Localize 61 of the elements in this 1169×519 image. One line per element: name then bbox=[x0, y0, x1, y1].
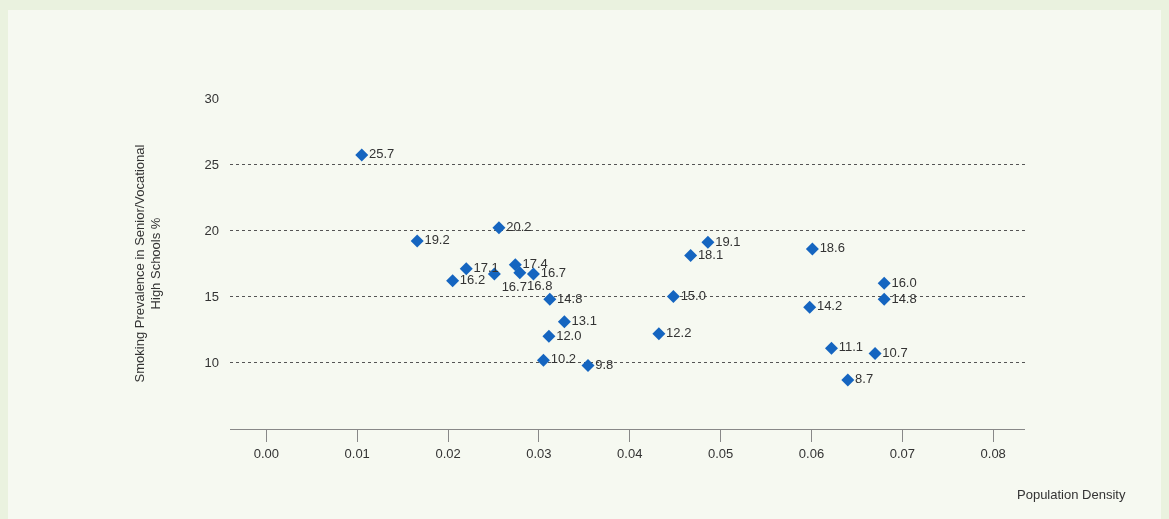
y-tick-label: 15 bbox=[204, 289, 219, 305]
point bbox=[684, 249, 698, 263]
data-label: 14.2 bbox=[816, 298, 843, 314]
point bbox=[805, 242, 819, 256]
x-axis-title: Population Density bbox=[1017, 487, 1126, 502]
point bbox=[542, 329, 556, 343]
x-tick-label: 0.07 bbox=[889, 445, 915, 461]
point bbox=[877, 292, 891, 306]
data-label: 19.2 bbox=[424, 232, 450, 248]
point bbox=[410, 234, 424, 248]
x-tick-label: 0.01 bbox=[344, 445, 370, 461]
data-label: 20.2 bbox=[506, 219, 532, 234]
point bbox=[355, 148, 369, 162]
point bbox=[666, 290, 680, 304]
point bbox=[701, 235, 715, 249]
point bbox=[652, 327, 666, 341]
x-tick-label: 0.03 bbox=[526, 445, 552, 461]
x-tick-label: 0.00 bbox=[253, 445, 279, 461]
point bbox=[824, 341, 838, 355]
data-label: 11.1 bbox=[838, 339, 864, 355]
point bbox=[803, 300, 817, 314]
x-tick-label: 0.06 bbox=[798, 445, 825, 461]
x-tick-label: 0.02 bbox=[435, 445, 461, 461]
data-label: 19.1 bbox=[715, 233, 741, 249]
point bbox=[543, 292, 557, 306]
point bbox=[508, 258, 522, 272]
x-tick-label: 0.05 bbox=[707, 445, 734, 461]
data-label: 8.7 bbox=[855, 371, 874, 387]
data-label: 18.6 bbox=[819, 240, 845, 256]
x-tick-label: 0.08 bbox=[980, 445, 1006, 461]
data-label: 10.2 bbox=[550, 351, 577, 367]
y-tick-label: 25 bbox=[204, 156, 219, 172]
x-tick-label: 0.04 bbox=[617, 445, 643, 461]
point bbox=[492, 221, 506, 235]
y-tick-label: 20 bbox=[204, 222, 219, 238]
data-label: 25.7 bbox=[368, 146, 395, 162]
y-axis-title: Smoking Prevalence in Senior/Vocational High Schools % bbox=[131, 144, 164, 383]
data-label: 9.8 bbox=[595, 356, 614, 372]
data-label: 12.0 bbox=[556, 327, 582, 343]
data-label: 14.8 bbox=[891, 290, 917, 306]
data-label: 16.0 bbox=[891, 274, 917, 290]
point bbox=[841, 373, 855, 387]
data-label: 15.0 bbox=[680, 287, 706, 303]
y-tick-label: 10 bbox=[204, 355, 219, 371]
point bbox=[557, 315, 571, 329]
point bbox=[459, 262, 473, 276]
data-label: 14.8 bbox=[557, 290, 583, 306]
data-label: 16.7 bbox=[501, 279, 527, 295]
point bbox=[446, 274, 460, 288]
point bbox=[513, 266, 527, 280]
point bbox=[868, 347, 882, 361]
data-label: 13.1 bbox=[571, 313, 597, 329]
point bbox=[536, 353, 550, 367]
data-label: 18.1 bbox=[697, 246, 724, 262]
y-tick-label: 30 bbox=[204, 90, 219, 106]
data-label: 10.7 bbox=[882, 344, 908, 360]
data-label: 12.2 bbox=[666, 324, 692, 340]
point bbox=[581, 358, 595, 372]
point bbox=[877, 276, 891, 290]
point bbox=[526, 267, 540, 281]
data-label: 16.8 bbox=[527, 277, 553, 293]
